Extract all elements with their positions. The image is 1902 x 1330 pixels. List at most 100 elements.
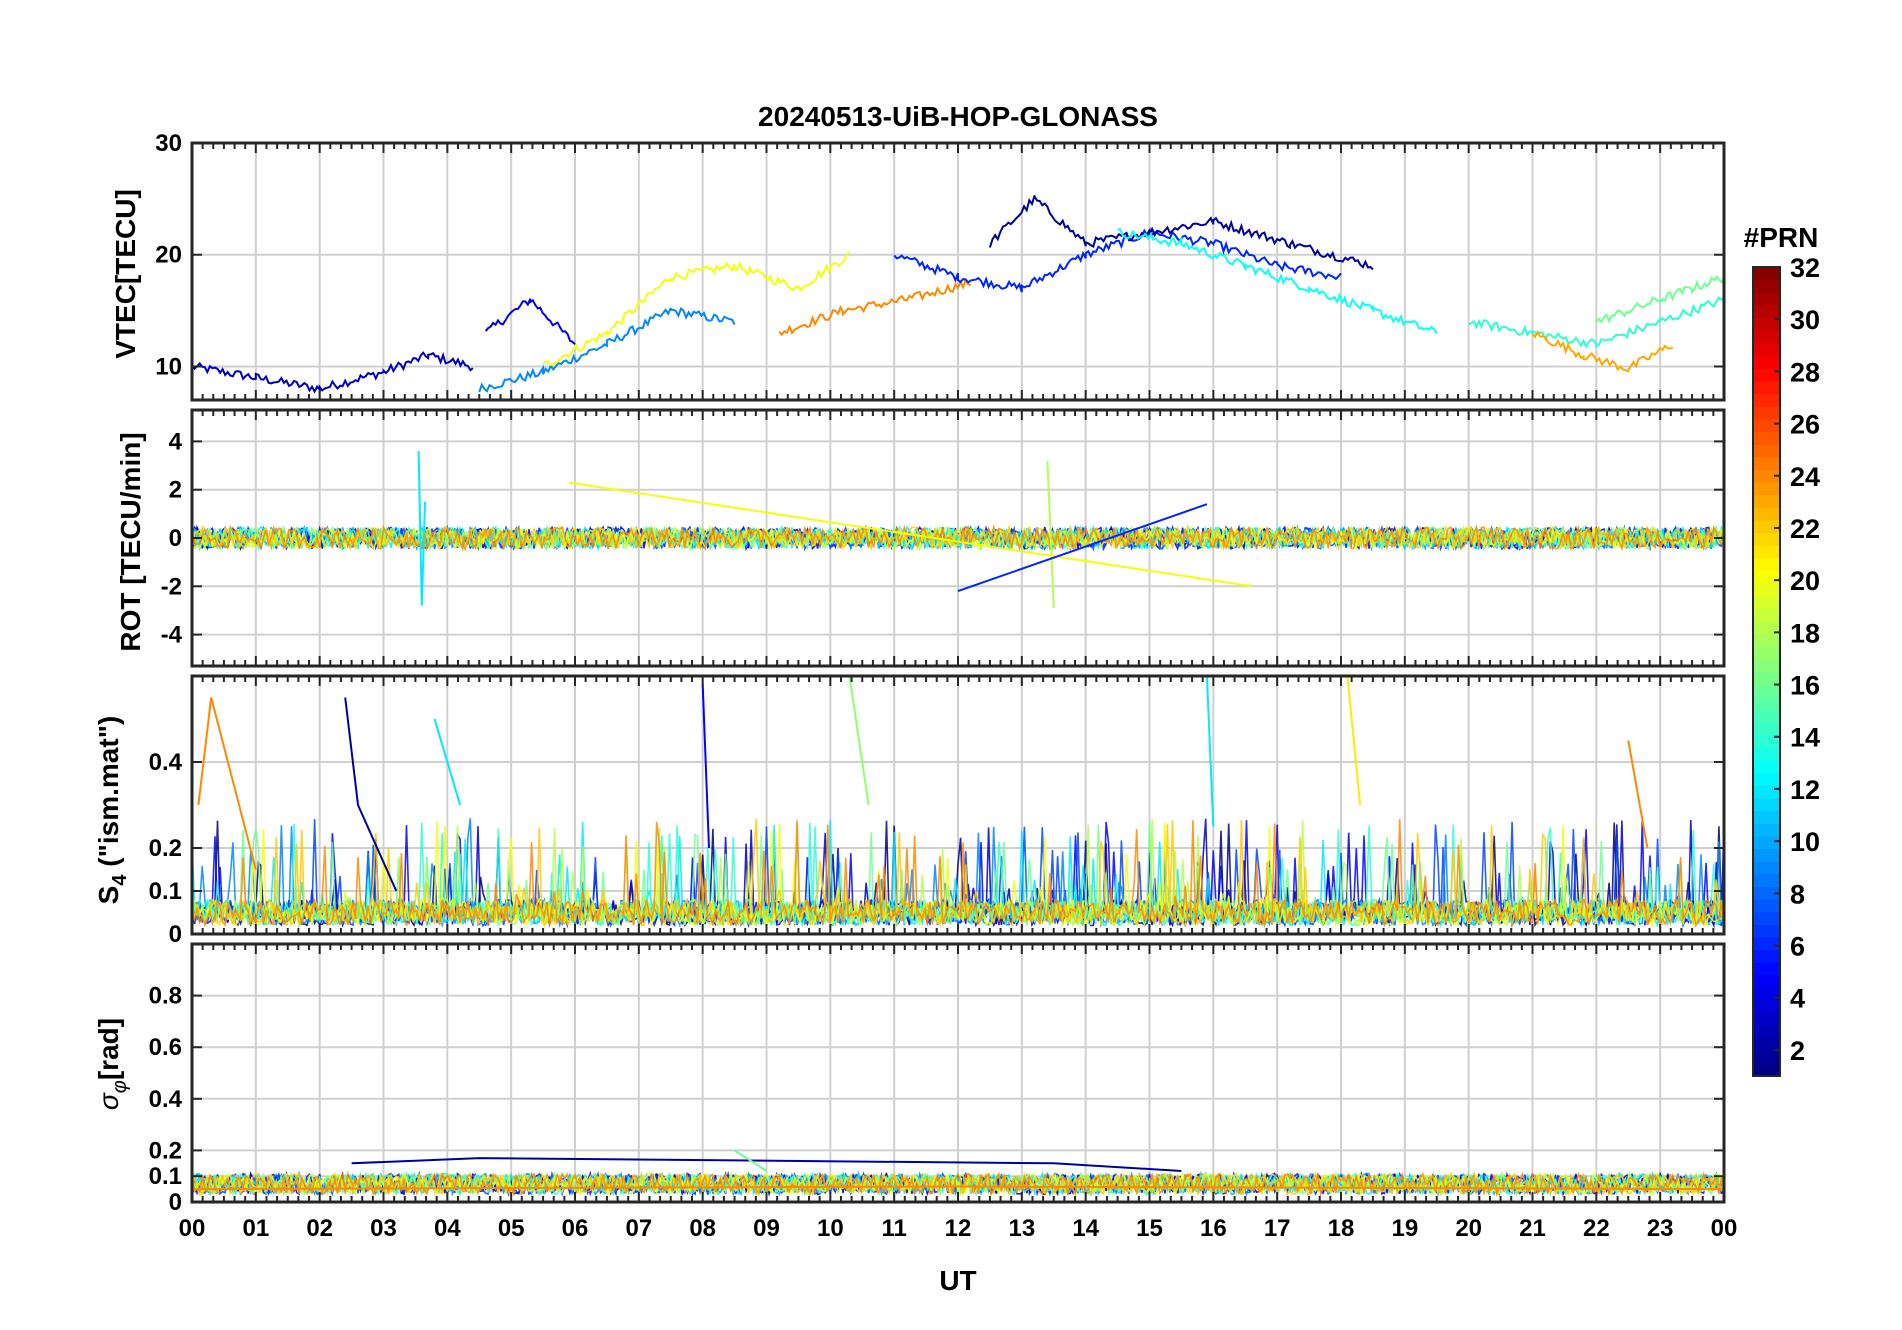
series-prn-16 (1595, 275, 1724, 324)
series-prn-13 (1117, 227, 1438, 335)
vtec-ylabel: VTEC[TECU] (110, 189, 141, 359)
sigma-phi-panel: 00.10.2 0.4 0.6 0.8 00 01 02 03 04 05 06 07 08 09 10 11… (149, 942, 1738, 1242)
colorbar-tick-label: 16 (1790, 671, 1820, 701)
rot-panel: -4 -2 0 2 4 (161, 408, 1726, 668)
sigma-phi-ylabel: σφ[rad] (93, 1018, 131, 1110)
colorbar-segment (1753, 633, 1780, 647)
colorbar-segment (1753, 545, 1780, 559)
colorbar-segment (1753, 330, 1780, 344)
colorbar-segment (1753, 911, 1780, 925)
series-prn-2 (344, 697, 398, 892)
y-tick-label: -4 (161, 622, 183, 649)
x-tick-label: 03 (370, 1215, 397, 1242)
colorbar-segment (1753, 810, 1780, 824)
colorbar-tick-label: 8 (1790, 879, 1805, 909)
x-tick-label: 02 (306, 1215, 333, 1242)
x-tick-label: 20 (1455, 1215, 1482, 1242)
y-tick-label: 10 (155, 353, 182, 380)
colorbar-segment (1753, 456, 1780, 470)
x-tick-label: 15 (1136, 1215, 1163, 1242)
colorbar-segment (1753, 658, 1780, 673)
y-tick-label: 20 (155, 242, 182, 269)
colorbar-segment (1753, 431, 1780, 445)
series-prn-24 (778, 277, 972, 337)
colorbar-segment (1753, 987, 1780, 1001)
colorbar-segment (1753, 962, 1780, 976)
y-tick-label: 0.1 (149, 1163, 182, 1190)
y-tick-label: 0.6 (149, 1034, 182, 1061)
colorbar-segment (1753, 797, 1780, 812)
colorbar-segment (1753, 1025, 1780, 1039)
y-tick-label: 0 (169, 1189, 182, 1216)
x-tick-label: 22 (1583, 1215, 1610, 1242)
rot-ylabel: ROT [TECU/min] (115, 432, 146, 651)
s4-ylabel: S4 ("ism.mat") (93, 716, 131, 905)
colorbar-segment (1753, 519, 1780, 534)
series-prn-20 (568, 481, 1252, 588)
chart-title: 20240513-UiB-HOP-GLONASS (758, 101, 1158, 132)
series-prn-5 (701, 684, 710, 849)
x-tick-label: 09 (753, 1215, 780, 1242)
x-tick-label: 21 (1519, 1215, 1546, 1242)
y-tick-label: 0.2 (149, 1137, 182, 1164)
colorbar-tick-label: 24 (1790, 462, 1820, 492)
y-tick-label: 2 (169, 477, 182, 504)
colorbar-segment (1753, 848, 1780, 862)
x-tick-label: 18 (1328, 1215, 1355, 1242)
colorbar-segment (1753, 418, 1780, 432)
colorbar-segment (1753, 494, 1780, 508)
y-tick-label: 0.1 (149, 878, 182, 905)
series-noise (192, 524, 1724, 552)
x-tick-label: 11 (881, 1215, 906, 1242)
colorbar-segment (1753, 279, 1780, 293)
x-tick-label: 10 (817, 1215, 844, 1242)
colorbar-segment (1753, 443, 1780, 458)
x-tick-label: 00 (1711, 1215, 1738, 1242)
colorbar-tick-label: 4 (1790, 984, 1805, 1014)
colorbar-segment (1753, 899, 1780, 913)
colorbar-label: #PRN (1744, 222, 1819, 253)
colorbar-segment (1753, 355, 1780, 369)
y-tick-label: 0.8 (149, 983, 182, 1010)
colorbar-segment (1753, 342, 1780, 357)
colorbar-segment (1753, 709, 1780, 723)
colorbar-segment (1753, 734, 1780, 748)
colorbar-segment (1753, 368, 1780, 382)
series-prn-12 (417, 451, 426, 606)
colorbar-segment (1753, 696, 1780, 711)
colorbar-tick-label: 6 (1790, 932, 1805, 962)
x-tick-label: 16 (1200, 1215, 1227, 1242)
series-prn-24 (1627, 740, 1649, 849)
colorbar-tick-label: 28 (1790, 357, 1820, 387)
y-tick-label: 0.4 (149, 1086, 183, 1113)
colorbar-segment (1753, 570, 1780, 584)
y-tick-label: -2 (161, 573, 182, 600)
series-prn-14 (1468, 296, 1724, 349)
colorbar-segment (1753, 949, 1780, 963)
colorbar-segment (1753, 823, 1780, 837)
colorbar-segment (1753, 393, 1780, 407)
colorbar-tick-label: 18 (1790, 618, 1820, 648)
y-tick-label: 30 (155, 130, 182, 157)
colorbar-segment (1753, 507, 1780, 521)
colorbar-segment (1753, 759, 1780, 774)
colorbar-segment (1753, 747, 1780, 761)
colorbar-tick-label: 26 (1790, 410, 1820, 440)
x-tick-label: 06 (562, 1215, 589, 1242)
x-tick-label: 12 (945, 1215, 972, 1242)
colorbar-tick-label: 10 (1790, 827, 1820, 857)
colorbar-segment (1753, 557, 1780, 571)
colorbar-segment (1753, 1050, 1780, 1064)
colorbar-segment (1753, 646, 1780, 660)
colorbar-tick-label: 12 (1790, 775, 1820, 805)
x-tick-label: 17 (1264, 1215, 1291, 1242)
colorbar-segment (1753, 671, 1780, 685)
series-prn-18 (1046, 460, 1055, 609)
series-prn-4 (484, 298, 576, 346)
colorbar-segment (1753, 835, 1780, 850)
series-prn-2 (988, 195, 1374, 271)
x-tick-label: 19 (1391, 1215, 1418, 1242)
series-prn-20 (542, 251, 851, 367)
colorbar-segment (1753, 936, 1780, 951)
